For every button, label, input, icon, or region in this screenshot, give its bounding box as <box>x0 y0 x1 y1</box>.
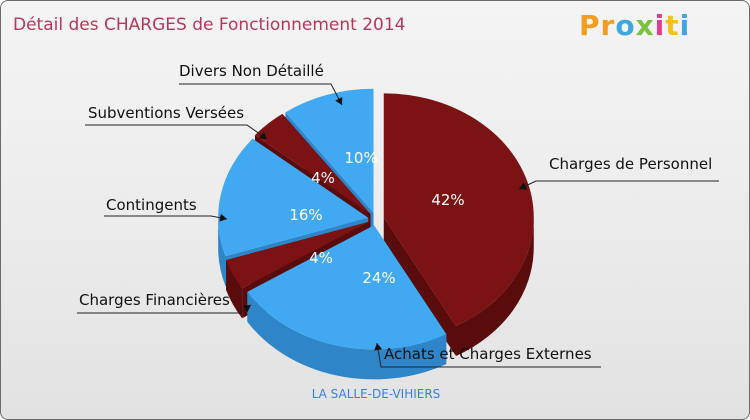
slice-percent-label: 16% <box>289 206 322 224</box>
logo-letter: P <box>579 9 601 42</box>
pie-slice <box>247 225 447 350</box>
logo-letter: x <box>635 9 655 42</box>
slice-side <box>218 217 226 287</box>
leader-line <box>85 124 268 140</box>
slice-percent-label: 42% <box>431 191 464 209</box>
slice-side <box>456 217 534 357</box>
logo-letter: t <box>665 9 680 42</box>
slice-label: Subventions Versées <box>88 104 244 122</box>
slice-label: Charges Financières <box>79 291 230 309</box>
slice-face <box>383 217 457 357</box>
slice-label: Divers Non Détaillé <box>179 62 324 80</box>
pie-slice <box>254 113 371 215</box>
leader-line <box>104 215 228 220</box>
proxiti-logo: Proxiti <box>579 9 690 43</box>
commune-subtitle: LA SALLE-DE-VIHIERS <box>311 387 441 401</box>
leader-arrow <box>519 182 528 190</box>
pie-slice <box>383 93 534 327</box>
leader-arrow <box>335 96 343 105</box>
leader-arrow <box>374 343 383 351</box>
logo-letter: o <box>615 9 636 42</box>
slice-label: Contingents <box>106 196 197 214</box>
leader-arrow <box>258 131 267 139</box>
slice-label: Charges de Personnel <box>549 155 712 173</box>
leader-line <box>518 180 719 190</box>
slice-percent-label: 10% <box>344 149 377 167</box>
slice-percent-label: 4% <box>309 249 333 267</box>
logo-letter: i <box>654 9 666 42</box>
leader-line <box>179 83 343 106</box>
slice-percent-label: 24% <box>362 269 395 287</box>
leader-line <box>376 342 601 368</box>
chart-title: Détail des CHARGES de Fonctionnement 201… <box>13 15 406 35</box>
pie-slice <box>218 138 369 257</box>
pie-slice <box>226 221 369 289</box>
slice-percent-label: 4% <box>311 169 335 187</box>
logo-letter: r <box>600 9 616 42</box>
slice-side <box>247 291 447 380</box>
leader-arrow <box>219 213 227 222</box>
logo-letter: i <box>679 9 691 42</box>
pie-tops <box>218 88 534 350</box>
pie-slice <box>285 88 374 213</box>
leader-arrow <box>242 305 251 313</box>
slice-label: Achats et Charges Externes <box>384 345 592 363</box>
